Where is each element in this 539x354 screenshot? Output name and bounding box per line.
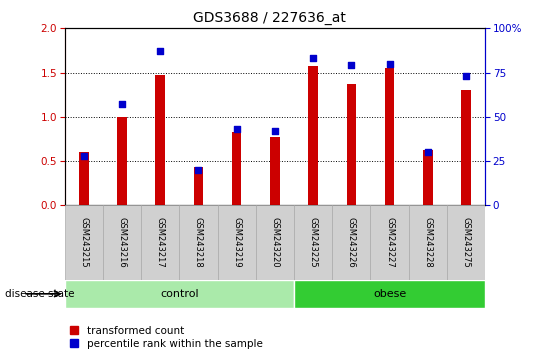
Text: GSM243228: GSM243228	[423, 217, 432, 268]
Bar	[370, 205, 409, 280]
Text: GDS3688 / 227636_at: GDS3688 / 227636_at	[193, 11, 346, 25]
Point	[347, 63, 356, 68]
Text: GSM243226: GSM243226	[347, 217, 356, 268]
Text: obese: obese	[373, 289, 406, 299]
Point	[156, 48, 164, 54]
Bar	[423, 150, 433, 205]
Bar	[347, 84, 356, 205]
Point	[271, 128, 279, 134]
Point	[309, 56, 317, 61]
Bar	[218, 205, 256, 280]
Text: GSM243225: GSM243225	[309, 217, 317, 268]
Bar	[179, 205, 218, 280]
Bar	[79, 152, 88, 205]
Bar	[294, 280, 485, 308]
Bar	[447, 205, 485, 280]
Bar	[232, 132, 241, 205]
Text: GSM243219: GSM243219	[232, 217, 241, 268]
Bar	[461, 90, 471, 205]
Text: GSM243275: GSM243275	[461, 217, 471, 268]
Bar	[65, 205, 103, 280]
Text: GSM243215: GSM243215	[79, 217, 88, 268]
Point	[194, 167, 203, 173]
Bar	[117, 117, 127, 205]
Bar	[65, 280, 294, 308]
Bar	[294, 205, 332, 280]
Bar	[409, 205, 447, 280]
Bar	[332, 205, 370, 280]
Text: GSM243217: GSM243217	[156, 217, 165, 268]
Text: GSM243216: GSM243216	[118, 217, 127, 268]
Text: GSM243220: GSM243220	[271, 217, 279, 268]
Point	[385, 61, 394, 67]
Point	[118, 102, 126, 107]
Point	[79, 153, 88, 159]
Text: control: control	[160, 289, 199, 299]
Bar	[194, 167, 203, 205]
Bar	[103, 205, 141, 280]
Point	[232, 126, 241, 132]
Text: GSM243227: GSM243227	[385, 217, 394, 268]
Bar	[385, 68, 395, 205]
Legend: transformed count, percentile rank within the sample: transformed count, percentile rank withi…	[70, 326, 262, 349]
Bar	[256, 205, 294, 280]
Bar	[155, 75, 165, 205]
Point	[424, 149, 432, 155]
Bar	[270, 137, 280, 205]
Text: GSM243218: GSM243218	[194, 217, 203, 268]
Bar	[141, 205, 179, 280]
Bar	[308, 67, 318, 205]
Point	[462, 73, 471, 79]
Text: disease state: disease state	[5, 289, 75, 299]
